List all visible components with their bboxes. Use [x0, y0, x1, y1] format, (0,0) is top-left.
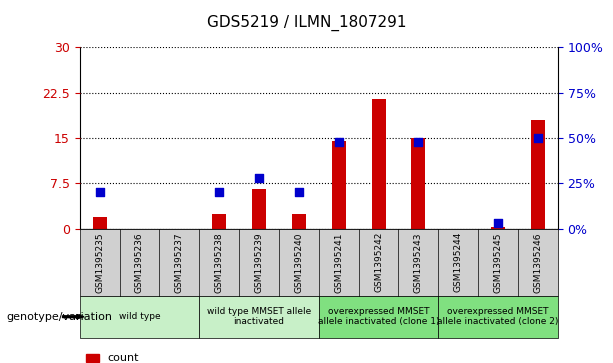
- Point: [533, 135, 543, 141]
- Point: [215, 189, 224, 195]
- Bar: [212, 213, 226, 229]
- Text: wild type: wild type: [119, 312, 160, 321]
- Text: overexpressed MMSET
allele inactivated (clone 2): overexpressed MMSET allele inactivated (…: [437, 307, 559, 326]
- Text: count: count: [107, 352, 139, 363]
- Bar: [252, 189, 266, 229]
- Text: GSM1395239: GSM1395239: [254, 232, 264, 293]
- Text: GSM1395238: GSM1395238: [215, 232, 224, 293]
- Bar: [531, 120, 545, 229]
- Point: [94, 189, 104, 195]
- Text: GSM1395242: GSM1395242: [374, 232, 383, 293]
- Bar: [491, 227, 505, 229]
- Bar: [411, 138, 425, 229]
- Text: GSM1395237: GSM1395237: [175, 232, 184, 293]
- Text: GSM1395241: GSM1395241: [334, 232, 343, 293]
- Text: wild type MMSET allele
inactivated: wild type MMSET allele inactivated: [207, 307, 311, 326]
- Text: overexpressed MMSET
allele inactivated (clone 1): overexpressed MMSET allele inactivated (…: [318, 307, 440, 326]
- Point: [493, 220, 503, 226]
- Point: [254, 175, 264, 181]
- Bar: [292, 213, 306, 229]
- Text: GSM1395240: GSM1395240: [294, 232, 303, 293]
- Point: [294, 189, 304, 195]
- Text: GDS5219 / ILMN_1807291: GDS5219 / ILMN_1807291: [207, 15, 406, 31]
- Text: GSM1395243: GSM1395243: [414, 232, 423, 293]
- Text: GSM1395246: GSM1395246: [533, 232, 543, 293]
- Point: [333, 139, 343, 144]
- Bar: [93, 217, 107, 229]
- Text: GSM1395235: GSM1395235: [95, 232, 104, 293]
- Text: genotype/variation: genotype/variation: [6, 312, 112, 322]
- Text: GSM1395245: GSM1395245: [493, 232, 503, 293]
- Text: GSM1395244: GSM1395244: [454, 232, 463, 293]
- Bar: [332, 141, 346, 229]
- Point: [413, 139, 423, 144]
- Text: GSM1395236: GSM1395236: [135, 232, 144, 293]
- Bar: [371, 99, 386, 229]
